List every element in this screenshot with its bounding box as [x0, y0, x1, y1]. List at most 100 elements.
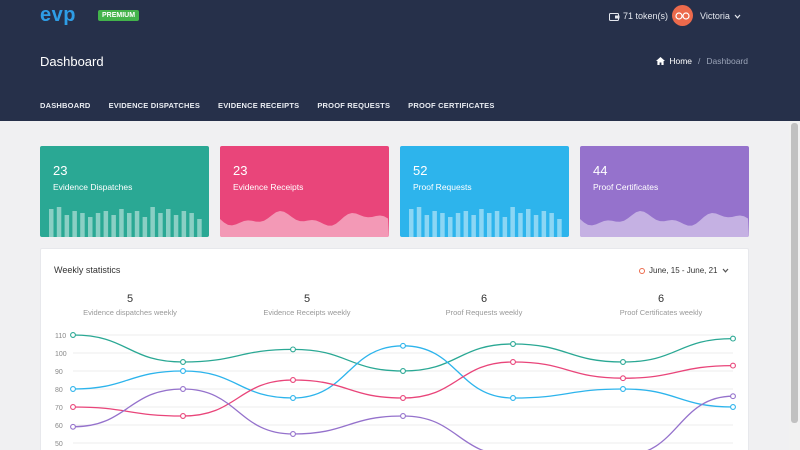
- stat-value: 6: [657, 293, 665, 305]
- weekly-statistics-panel: Weekly statistics June, 15 - June, 21 5 …: [40, 248, 749, 450]
- card-value: 23: [233, 163, 248, 178]
- data-point: [620, 359, 626, 365]
- dot-icon: [639, 267, 645, 274]
- breadcrumb-current: Dashboard: [706, 56, 748, 66]
- mini-bar: [134, 211, 140, 237]
- card-proof-requests[interactable]: 52 Proof Requests: [400, 146, 569, 237]
- mini-bar: [518, 213, 523, 237]
- mini-bar: [173, 215, 179, 237]
- mini-bar: [416, 207, 422, 237]
- mini-bar: [502, 217, 508, 237]
- tab-proof-certificates[interactable]: PROOF CERTIFICATES: [408, 101, 495, 110]
- mini-bar-chart: [409, 207, 562, 237]
- card-value: 44: [593, 163, 608, 178]
- tab-evidence-dispatches[interactable]: EVIDENCE DISPATCHES: [108, 101, 201, 110]
- y-tick-label: 90: [55, 369, 63, 376]
- user-menu[interactable]: Victoria: [700, 11, 741, 21]
- tab-dashboard[interactable]: DASHBOARD: [40, 101, 91, 110]
- data-point: [510, 395, 516, 401]
- card-evidence-dispatches[interactable]: 23 Evidence Dispatches: [40, 146, 209, 237]
- mini-bar: [526, 209, 531, 237]
- data-point: [400, 342, 406, 349]
- tab-evidence-receipts[interactable]: EVIDENCE RECEIPTS: [218, 101, 300, 110]
- mini-bar: [479, 209, 484, 237]
- data-point: [510, 359, 516, 365]
- data-point: [400, 368, 406, 374]
- y-tick-label: 60: [55, 423, 63, 430]
- home-icon: [656, 57, 666, 65]
- mini-bar: [549, 213, 554, 237]
- mini-bar: [119, 209, 124, 237]
- mini-bar-chart: [49, 207, 202, 237]
- breadcrumb-home[interactable]: Home: [669, 56, 693, 66]
- user-name: Victoria: [700, 11, 730, 21]
- mini-bar: [72, 211, 77, 237]
- mini-bar: [80, 213, 85, 237]
- mini-bar: [197, 219, 202, 237]
- data-point: [730, 362, 736, 369]
- data-point: [290, 346, 296, 353]
- card-value: 23: [53, 163, 68, 178]
- stat-label: Evidence Receipts weekly: [263, 308, 351, 317]
- card-label: Proof Certificates: [593, 182, 659, 192]
- date-range-picker[interactable]: June, 15 - June, 21: [639, 266, 729, 275]
- stat-value: 6: [480, 293, 488, 305]
- top-header: evp PREMIUM 71 token(s) Victoria Dashboa…: [0, 0, 800, 121]
- data-point: [730, 335, 736, 342]
- mini-area-chart: [220, 211, 389, 237]
- stat-proof-certificates: 6 Proof Certificates weekly: [576, 293, 746, 317]
- scrollbar-thumb[interactable]: [791, 123, 798, 423]
- y-tick-label: 110: [55, 333, 66, 340]
- mini-bar: [510, 207, 515, 237]
- mini-bar: [440, 213, 445, 237]
- stat-evidence-receipts: 5 Evidence Receipts weekly: [222, 293, 392, 317]
- card-label: Evidence Receipts: [233, 182, 304, 192]
- data-point: [70, 423, 76, 430]
- mini-bar: [189, 213, 194, 237]
- mini-bar: [111, 215, 116, 237]
- stat-value: 5: [303, 293, 311, 305]
- breadcrumb-separator: /: [698, 56, 701, 66]
- data-point: [400, 395, 406, 401]
- app-logo[interactable]: evp: [40, 4, 76, 26]
- card-proof-certificates[interactable]: 44 Proof Certificates: [580, 146, 749, 237]
- mini-area: [580, 211, 749, 237]
- y-tick-label: 70: [55, 405, 63, 412]
- breadcrumb: Home / Dashboard: [656, 56, 748, 66]
- mini-bar: [409, 209, 414, 237]
- mini-bar: [49, 209, 54, 237]
- data-point: [730, 404, 736, 410]
- page-title: Dashboard: [40, 54, 104, 69]
- data-point: [180, 386, 186, 392]
- main-nav: DASHBOARD EVIDENCE DISPATCHES EVIDENCE R…: [40, 101, 495, 110]
- card-label: Evidence Dispatches: [53, 182, 133, 192]
- card-value: 52: [413, 163, 428, 178]
- card-evidence-receipts[interactable]: 23 Evidence Receipts: [220, 146, 389, 237]
- y-tick-label: 80: [55, 387, 63, 394]
- mini-bar: [471, 215, 476, 237]
- mini-area-chart: [580, 211, 749, 237]
- data-point: [70, 386, 76, 392]
- data-point: [70, 332, 76, 338]
- mini-bar: [127, 213, 132, 237]
- stat-proof-requests: 6 Proof Requests weekly: [399, 293, 569, 317]
- mini-bar: [158, 213, 163, 237]
- page-scrollbar[interactable]: [789, 121, 800, 450]
- mini-bar: [494, 211, 500, 237]
- data-point: [620, 386, 626, 392]
- mini-bar: [455, 213, 461, 237]
- tab-proof-requests[interactable]: PROOF REQUESTS: [317, 101, 391, 110]
- data-point: [180, 368, 186, 374]
- tokens-indicator[interactable]: 71 token(s): [609, 11, 668, 21]
- mini-bar: [463, 211, 469, 237]
- mini-bar: [88, 217, 93, 237]
- mini-bar: [432, 211, 437, 237]
- mini-bar: [181, 211, 187, 237]
- data-point: [730, 393, 736, 400]
- panel-title: Weekly statistics: [54, 265, 121, 275]
- mini-bar: [64, 215, 70, 237]
- chevron-down-icon: [734, 14, 741, 19]
- avatar[interactable]: [672, 5, 693, 26]
- mini-bar: [56, 207, 62, 237]
- mini-bar: [487, 213, 492, 237]
